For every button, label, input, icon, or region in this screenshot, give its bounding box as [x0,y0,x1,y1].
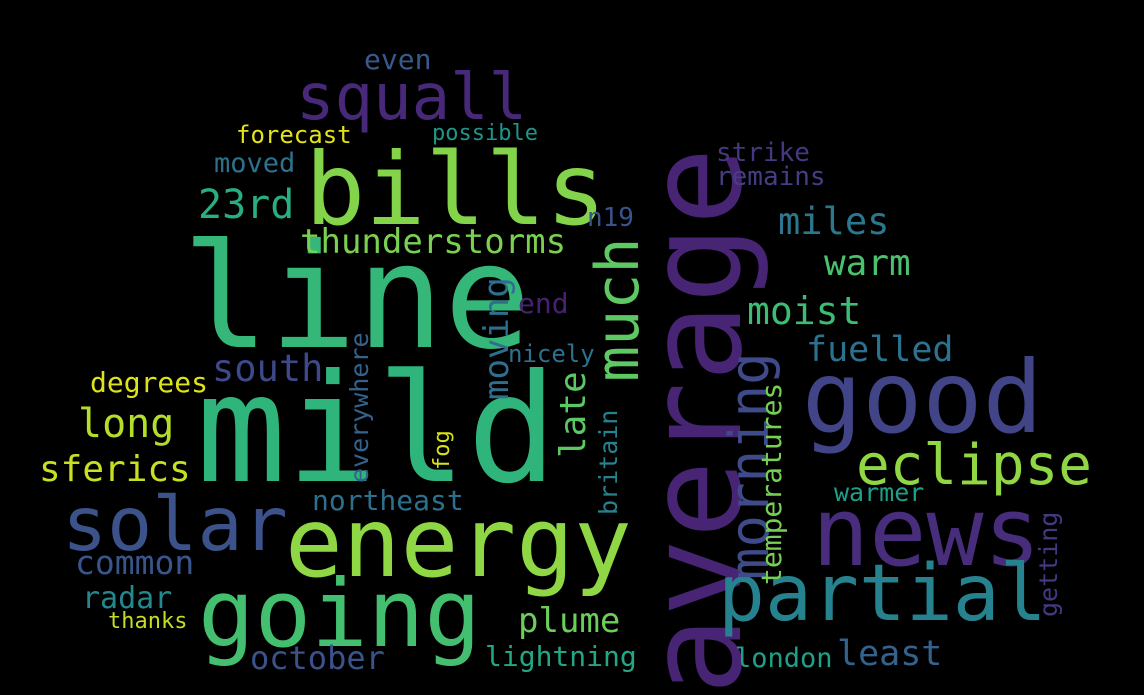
word-temperatures: temperatures [755,382,788,585]
word-moved: moved [214,148,296,179]
word-bills: bills [305,131,607,248]
word-south: south [212,347,324,390]
word-line: line [182,213,532,382]
word-warmer: warmer [834,478,925,507]
word-moving: moving [477,277,517,400]
word-thanks: thanks [108,609,188,634]
word-late: late [553,371,594,458]
word-n19: n19 [587,203,634,233]
word-warm: warm [824,243,911,284]
word-fog: fog [430,430,455,470]
word-thunderstorms: thunderstorms [300,222,567,262]
word-eclipse: eclipse [856,433,1093,498]
word-even: even [364,43,432,76]
word-everywhere: everywhere [345,332,374,483]
word-common: common [75,543,195,582]
word-23rd: 23rd [198,182,295,228]
word-energy: energy [285,487,632,599]
word-nicely: nicely [508,340,595,368]
word-remains: remains [716,162,826,192]
word-plume: plume [518,601,621,641]
word-degrees: degrees [90,366,209,399]
word-moist: moist [747,289,862,333]
word-squall: squall [296,61,528,135]
word-fuelled: fuelled [806,330,954,370]
word-partial: partial [718,549,1047,639]
word-mild: mild [196,343,558,517]
word-strike: strike [716,138,810,168]
word-least: least [837,634,943,674]
word-miles: miles [778,200,890,243]
word-sferics: sferics [39,449,191,490]
word-lightning: lightning [485,640,637,673]
word-britain: britain [594,409,623,515]
word-news: news [812,478,1041,588]
word-long: long [78,401,175,447]
word-radar: radar [82,581,173,616]
word-solar: solar [62,480,288,568]
word-forecast: forecast [236,121,352,149]
word-possible: possible [432,121,538,146]
word-good: good [802,339,1043,456]
word-northeast: northeast [312,484,464,517]
word-going: going [198,560,481,669]
word-getting: getting [1034,511,1063,617]
word-october: october [250,639,385,677]
word-end: end [518,287,569,320]
word-london: london [735,643,833,674]
word-much: much [583,237,653,383]
